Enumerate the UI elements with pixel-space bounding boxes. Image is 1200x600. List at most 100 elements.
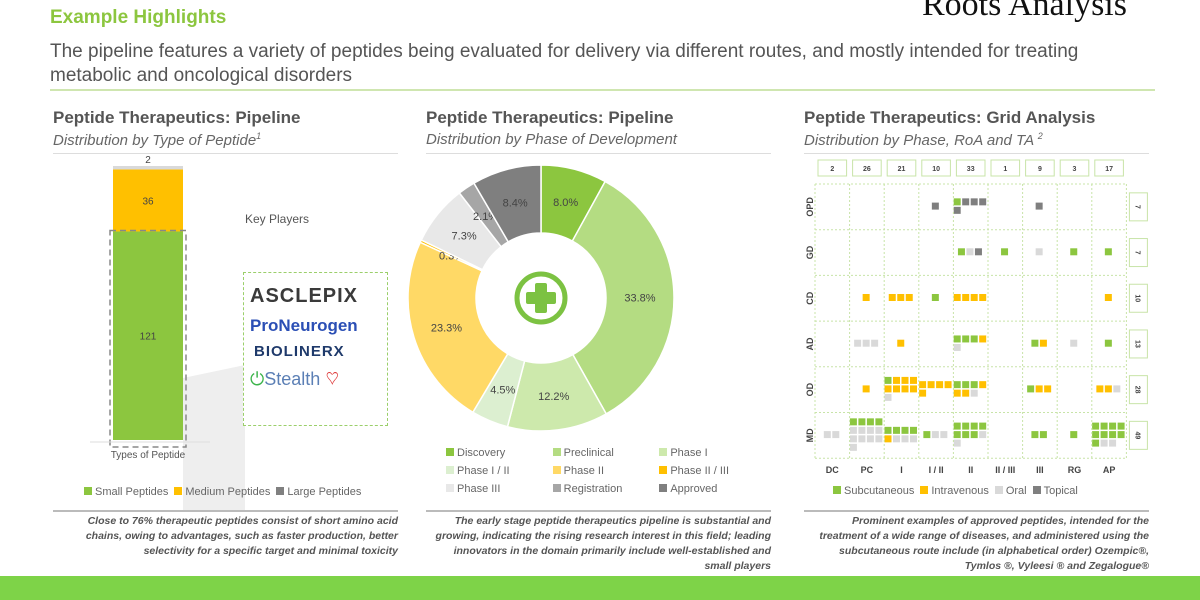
grid-square bbox=[953, 389, 961, 397]
legend-item: Small Peptides bbox=[84, 486, 168, 498]
donut-chart: 8.0%33.8%12.2%4.5%23.3%0.3%7.3%2.1%8.4% bbox=[407, 164, 675, 432]
grid-square bbox=[1070, 431, 1078, 439]
grid-square bbox=[927, 381, 935, 389]
grid-square bbox=[1039, 339, 1047, 347]
grid-square bbox=[858, 435, 866, 443]
footnote-ref: 2 bbox=[1037, 131, 1043, 141]
column-label: II / III bbox=[995, 465, 1015, 475]
grid-square bbox=[1109, 431, 1117, 439]
row-label: GD bbox=[805, 245, 815, 259]
column-label: PC bbox=[861, 465, 874, 475]
column-total-box bbox=[886, 159, 917, 177]
grid-square bbox=[931, 202, 939, 210]
callout-connector bbox=[183, 365, 245, 510]
subtitle-text: Distribution by Phase, RoA and TA bbox=[804, 132, 1034, 149]
row-total: 13 bbox=[1133, 340, 1140, 348]
grid-square bbox=[1035, 248, 1043, 256]
grid-square bbox=[1092, 422, 1100, 430]
legend-swatch bbox=[833, 486, 841, 494]
divider bbox=[50, 89, 1155, 91]
column-total-box bbox=[955, 159, 986, 177]
row-total-box bbox=[1128, 238, 1148, 268]
panel1-title: Peptide Therapeutics: Pipeline bbox=[53, 108, 301, 127]
grid-square bbox=[1070, 339, 1078, 347]
grid-square bbox=[970, 381, 978, 389]
legend-label: Approved bbox=[670, 483, 718, 495]
legend-label: Registration bbox=[563, 483, 623, 495]
column-total-box bbox=[990, 159, 1021, 177]
legend-swatch bbox=[659, 484, 668, 492]
grid-square bbox=[849, 426, 857, 434]
power-icon: ⏻ bbox=[250, 369, 265, 389]
legend-item: Phase II bbox=[552, 465, 654, 477]
pie-slice bbox=[407, 241, 509, 414]
grid-square bbox=[953, 381, 961, 389]
row-total-box bbox=[1128, 375, 1148, 405]
grid-square bbox=[1104, 385, 1112, 393]
column-total: 2 bbox=[830, 166, 834, 173]
legend-swatch bbox=[659, 466, 668, 474]
grid-square bbox=[901, 385, 909, 393]
grid-square bbox=[979, 335, 987, 343]
row-total-box bbox=[1128, 329, 1148, 359]
page-subtitle: The pipeline features a variety of pepti… bbox=[50, 41, 1079, 86]
grid-square bbox=[1100, 422, 1108, 430]
legend-item: Large Peptides bbox=[276, 486, 361, 498]
grid-square bbox=[953, 335, 961, 343]
row-label: MD bbox=[805, 428, 815, 442]
bar-segment bbox=[113, 169, 183, 232]
row-total-box bbox=[1128, 420, 1148, 450]
grid-square bbox=[953, 294, 961, 301]
grid-square bbox=[1113, 385, 1121, 393]
legend-item: Oral bbox=[994, 485, 1027, 497]
column-label: I / II bbox=[929, 465, 944, 475]
grid-square bbox=[962, 389, 970, 397]
grid-square bbox=[970, 431, 978, 439]
footer-bar bbox=[0, 576, 1200, 600]
panel3-subtitle: Distribution by Phase, RoA and TA 2 bbox=[804, 131, 1043, 149]
row-total: 10 bbox=[1133, 294, 1140, 302]
x-tick-label: Types of Peptide bbox=[111, 450, 186, 461]
key-players-box: ASCLEPIX ProNeurogen BIOLINERX ⏻Stealth … bbox=[243, 272, 388, 426]
grid-square bbox=[970, 422, 978, 430]
slice-value-label: 12.2% bbox=[538, 391, 569, 403]
legend-item: Medium Peptides bbox=[174, 486, 270, 498]
grid-square bbox=[1035, 385, 1043, 393]
grid-square bbox=[1100, 439, 1108, 447]
column-total: 17 bbox=[1105, 166, 1113, 173]
grid-square bbox=[893, 385, 900, 393]
grid-square bbox=[979, 422, 987, 430]
grid-square bbox=[910, 376, 917, 384]
slice-value-label: 8.4% bbox=[503, 197, 528, 209]
grid-square bbox=[1035, 202, 1043, 210]
grid-square bbox=[962, 335, 970, 343]
grid-square bbox=[944, 381, 952, 389]
grid-square bbox=[931, 294, 939, 301]
panel2-note: The early stage peptide therapeutics pip… bbox=[435, 515, 771, 572]
legend-label: Medium Peptides bbox=[185, 486, 271, 498]
panel3-note: Prominent examples of approved peptides,… bbox=[819, 515, 1149, 572]
column-total: 1 bbox=[1003, 166, 1007, 173]
grid-square bbox=[1104, 294, 1112, 301]
legend-item: Phase I / II bbox=[446, 465, 547, 477]
stealth-text: Stealth bbox=[264, 369, 321, 389]
cross-bar bbox=[526, 292, 556, 304]
legend-item: Preclinical bbox=[552, 447, 654, 459]
panel1-subtitle: Distribution by Type of Peptide1 bbox=[53, 131, 261, 149]
legend-item: Subcutaneous bbox=[833, 485, 914, 497]
divider bbox=[804, 510, 1149, 512]
stacked-bar-chart: 121 36 2 Types of Peptide bbox=[90, 155, 245, 510]
grid-square bbox=[910, 426, 917, 434]
grid-square bbox=[854, 339, 862, 347]
heart-logo-icon: ♡ bbox=[325, 369, 340, 389]
bar-value-label: 36 bbox=[142, 196, 154, 207]
grid-square bbox=[893, 376, 900, 384]
proneurogen-logo: ProNeurogen bbox=[250, 316, 358, 335]
legend-swatch bbox=[1032, 486, 1041, 494]
grid-square bbox=[970, 198, 978, 206]
grid-square bbox=[823, 431, 831, 439]
column-total-box bbox=[921, 159, 951, 177]
grid-square bbox=[884, 376, 892, 384]
legend-swatch bbox=[84, 487, 92, 495]
row-total: 7 bbox=[1133, 205, 1140, 209]
